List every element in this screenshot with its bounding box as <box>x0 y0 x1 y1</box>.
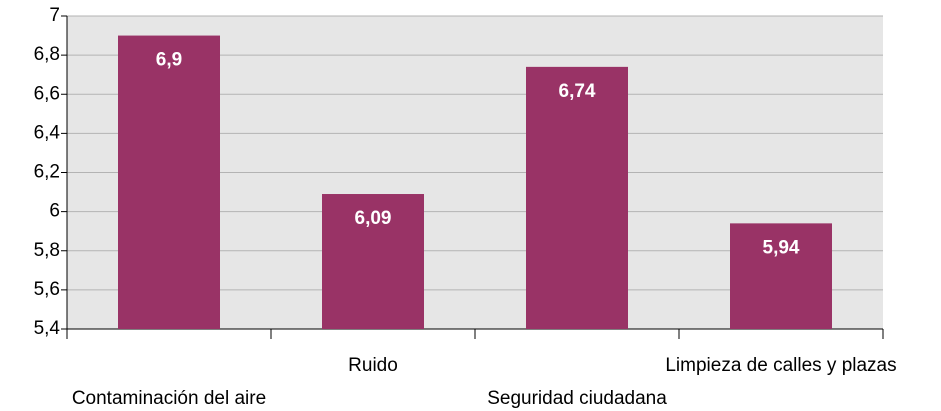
x-tick-label: Ruido <box>348 355 398 376</box>
y-tick-label: 6,8 <box>34 44 60 65</box>
bar <box>322 194 424 329</box>
bar <box>526 66 628 330</box>
x-tick-label: Limpieza de calles y plazas <box>665 355 896 376</box>
y-tick-label: 6,6 <box>34 83 60 104</box>
data-label: 5,94 <box>763 237 800 258</box>
x-tick-label: Contaminación del aire <box>72 388 266 409</box>
bar <box>118 35 220 329</box>
y-tick-label: 7 <box>49 5 60 26</box>
y-tick-label: 6,4 <box>34 122 61 143</box>
data-label: 6,09 <box>355 208 392 229</box>
y-tick-label: 5,8 <box>34 240 60 261</box>
data-label: 6,74 <box>559 81 596 102</box>
y-tick-label: 5,6 <box>34 279 60 300</box>
data-label: 6,9 <box>156 50 182 71</box>
y-tick-label: 6 <box>49 201 60 222</box>
x-tick-label: Seguridad ciudadana <box>487 388 667 409</box>
y-tick-label: 5,4 <box>34 318 61 339</box>
y-tick-label: 6,2 <box>34 162 60 183</box>
bar <box>730 223 832 329</box>
